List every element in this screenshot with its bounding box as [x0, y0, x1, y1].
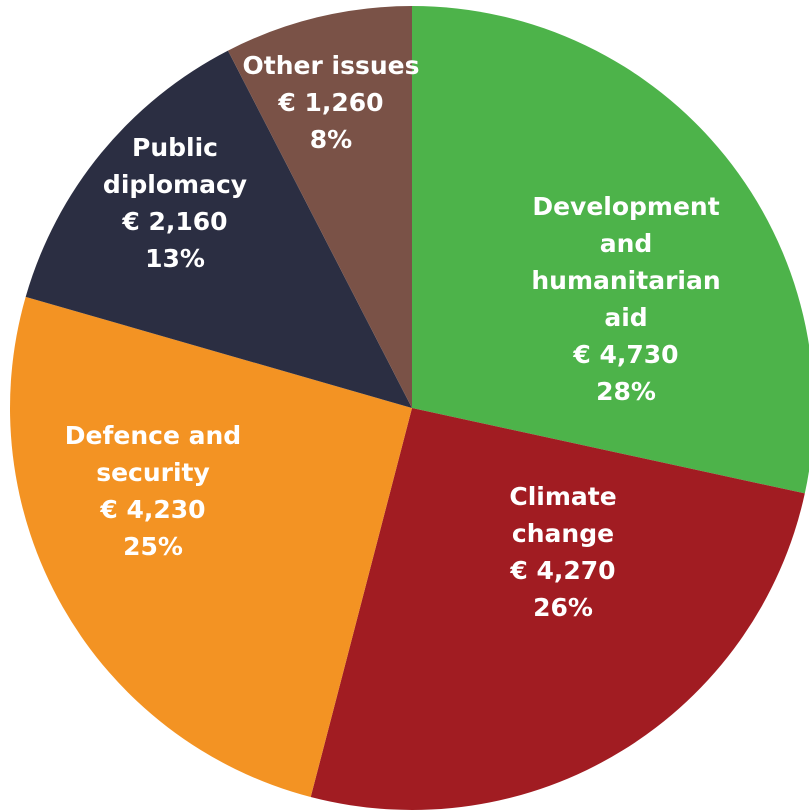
slice-label-climate-change: Climate change € 4,270 26% [509, 482, 616, 622]
slice-percent-label: 28% [596, 377, 656, 406]
slice-value-label: € 4,230 [99, 495, 205, 524]
slice-name-line: Defence and [65, 421, 241, 450]
slice-name-line: diplomacy [103, 170, 247, 199]
pie-slice-development-and-humanitarian-aid [412, 6, 809, 494]
pie-slice-public-diplomacy [25, 50, 413, 409]
pie-slice-other-issues [227, 6, 412, 408]
slice-name-line: Climate [509, 482, 616, 511]
slice-label-public-diplomacy: Public diplomacy € 2,160 13% [103, 133, 247, 273]
slice-name-line: security [96, 458, 210, 487]
slice-value-label: € 2,160 [121, 207, 227, 236]
slice-percent-label: 8% [310, 125, 352, 154]
pie-slices [10, 6, 809, 811]
slice-percent-label: 26% [533, 593, 593, 622]
pie-labels: Development and humanitarian aid € 4,730 28% C… [65, 51, 721, 622]
slice-value-label: € 4,270 [509, 556, 615, 585]
slice-percent-label: 25% [123, 532, 183, 561]
slice-label-defence-and-security: Defence and security € 4,230 25% [65, 421, 241, 561]
slice-value-label: € 1,260 [277, 88, 383, 117]
slice-name-line: Public [132, 133, 218, 162]
pie-slice-climate-change [310, 408, 805, 811]
slice-name-line: humanitarian [531, 266, 720, 295]
slice-percent-label: 13% [145, 244, 205, 273]
slice-label-other-issues: Other issues € 1,260 8% [243, 51, 420, 154]
pie-slice-defence-and-security [10, 296, 412, 798]
slice-name-line: and [600, 229, 653, 258]
slice-name-line: Other issues [243, 51, 420, 80]
slice-name-line: aid [604, 303, 647, 332]
slice-name-line: Development [532, 192, 719, 221]
slice-label-development-and-humanitarian-aid: Development and humanitarian aid € 4,730 28% [531, 192, 720, 406]
slice-name-line: change [512, 519, 614, 548]
slice-value-label: € 4,730 [572, 340, 678, 369]
